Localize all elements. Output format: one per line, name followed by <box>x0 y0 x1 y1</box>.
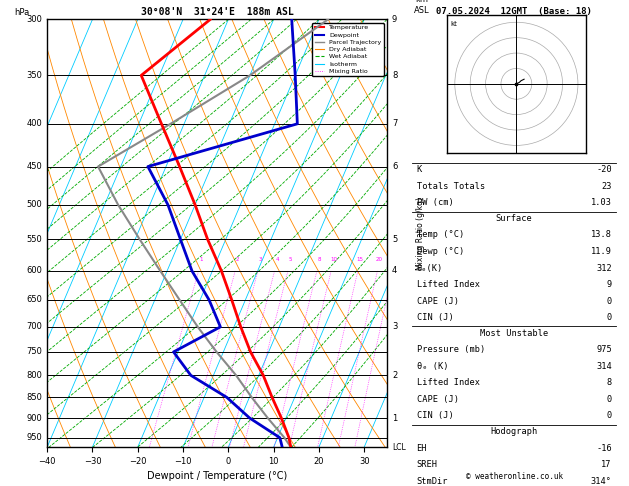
Text: θₑ(K): θₑ(K) <box>416 263 443 273</box>
Text: © weatheronline.co.uk: © weatheronline.co.uk <box>465 472 563 481</box>
Text: 0: 0 <box>606 313 612 322</box>
Text: 7: 7 <box>392 120 398 128</box>
Text: 4: 4 <box>392 266 397 276</box>
Text: 300: 300 <box>26 15 42 24</box>
Text: -20: -20 <box>596 165 612 174</box>
Text: Temp (°C): Temp (°C) <box>416 230 464 240</box>
Text: 07.05.2024  12GMT  (Base: 18): 07.05.2024 12GMT (Base: 18) <box>437 7 592 17</box>
Text: 9: 9 <box>606 280 612 289</box>
Text: 650: 650 <box>26 295 42 305</box>
Text: 700: 700 <box>26 322 42 331</box>
Text: 900: 900 <box>26 414 42 422</box>
Text: 11.9: 11.9 <box>591 247 612 256</box>
Text: 3: 3 <box>392 322 398 331</box>
Text: 0: 0 <box>606 296 612 306</box>
Text: 1: 1 <box>199 257 203 262</box>
Text: 20: 20 <box>376 257 383 262</box>
Text: Lifted Index: Lifted Index <box>416 378 479 387</box>
Text: km
ASL: km ASL <box>414 0 429 15</box>
Text: 3: 3 <box>259 257 262 262</box>
Text: Lifted Index: Lifted Index <box>416 280 479 289</box>
Text: 950: 950 <box>26 433 42 442</box>
Text: Totals Totals: Totals Totals <box>416 182 485 191</box>
Text: CAPE (J): CAPE (J) <box>416 296 459 306</box>
Text: θₑ (K): θₑ (K) <box>416 362 448 371</box>
Text: Mixing Ratio (g/kg): Mixing Ratio (g/kg) <box>416 197 425 270</box>
Text: 15: 15 <box>357 257 364 262</box>
Text: Pressure (mb): Pressure (mb) <box>416 345 485 354</box>
Text: StmDir: StmDir <box>416 477 448 486</box>
Text: CIN (J): CIN (J) <box>416 313 454 322</box>
Text: Hodograph: Hodograph <box>491 427 538 436</box>
Text: 750: 750 <box>26 347 42 356</box>
Text: LCL: LCL <box>392 443 406 451</box>
Text: 550: 550 <box>26 235 42 244</box>
Text: 23: 23 <box>601 182 612 191</box>
Text: 2: 2 <box>236 257 240 262</box>
Text: Most Unstable: Most Unstable <box>480 329 548 338</box>
Text: Surface: Surface <box>496 214 533 223</box>
Text: -16: -16 <box>596 444 612 452</box>
Text: 9: 9 <box>392 15 397 24</box>
Text: hPa: hPa <box>14 8 30 17</box>
Legend: Temperature, Dewpoint, Parcel Trajectory, Dry Adiabat, Wet Adiabat, Isotherm, Mi: Temperature, Dewpoint, Parcel Trajectory… <box>312 22 384 76</box>
Text: SREH: SREH <box>416 460 438 469</box>
Title: 30°08'N  31°24'E  188m ASL: 30°08'N 31°24'E 188m ASL <box>141 7 293 17</box>
Text: K: K <box>416 165 422 174</box>
Text: 850: 850 <box>26 393 42 402</box>
Text: 800: 800 <box>26 371 42 380</box>
Text: 450: 450 <box>26 162 42 171</box>
Text: 314: 314 <box>596 362 612 371</box>
Text: 400: 400 <box>26 120 42 128</box>
Text: 0: 0 <box>606 395 612 404</box>
Text: 8: 8 <box>606 378 612 387</box>
Text: CIN (J): CIN (J) <box>416 411 454 420</box>
Text: CAPE (J): CAPE (J) <box>416 395 459 404</box>
Text: 13.8: 13.8 <box>591 230 612 240</box>
Text: 4: 4 <box>276 257 279 262</box>
Text: 975: 975 <box>596 345 612 354</box>
Text: kt: kt <box>450 21 457 27</box>
Text: 1: 1 <box>392 414 397 422</box>
Text: PW (cm): PW (cm) <box>416 198 454 208</box>
Text: Dewp (°C): Dewp (°C) <box>416 247 464 256</box>
Text: 5: 5 <box>289 257 292 262</box>
Text: 17: 17 <box>601 460 612 469</box>
Text: 5: 5 <box>392 235 397 244</box>
Text: 600: 600 <box>26 266 42 276</box>
Text: 0: 0 <box>606 411 612 420</box>
Text: 10: 10 <box>330 257 337 262</box>
Text: EH: EH <box>416 444 427 452</box>
X-axis label: Dewpoint / Temperature (°C): Dewpoint / Temperature (°C) <box>147 471 287 482</box>
Text: 312: 312 <box>596 263 612 273</box>
Text: 8: 8 <box>392 71 398 80</box>
Text: 6: 6 <box>392 162 398 171</box>
Text: 2: 2 <box>392 371 397 380</box>
Text: 500: 500 <box>26 200 42 209</box>
Text: 8: 8 <box>318 257 321 262</box>
Text: 314°: 314° <box>591 477 612 486</box>
Text: 350: 350 <box>26 71 42 80</box>
Text: 1.03: 1.03 <box>591 198 612 208</box>
